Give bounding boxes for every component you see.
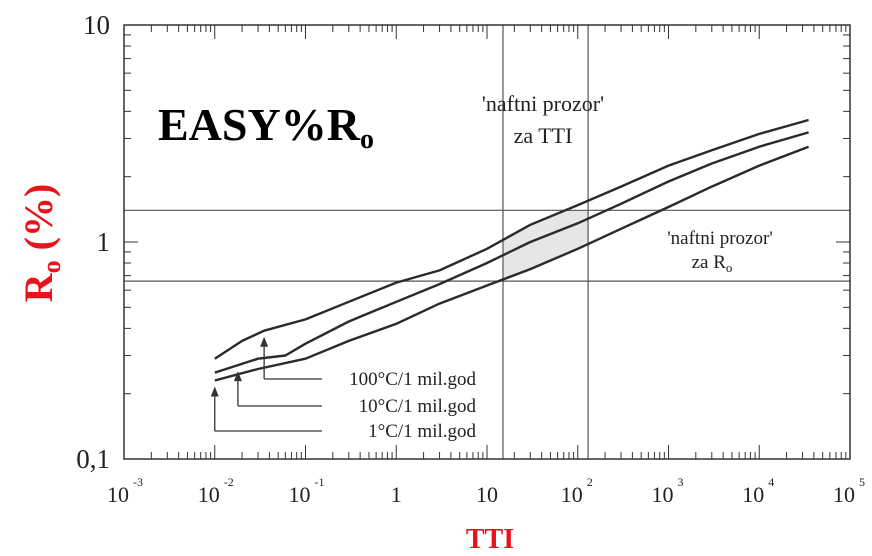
ro-window-label-line1: 'naftni prozor' (667, 228, 773, 249)
x-tick-label: 10 (742, 482, 764, 507)
x-tick-label-exponent: 2 (587, 475, 593, 489)
series-line-2 (214, 131, 809, 374)
ro-window-label-line2-subscript: o (726, 260, 733, 275)
data-series (214, 118, 810, 382)
y-axis-label-main: R (16, 272, 61, 302)
plot-frame (123, 24, 851, 460)
chart-title-subscript: o (360, 124, 374, 155)
legend-labels: 100°C/1 mil.god 10°C/1 mil.god 1°C/1 mil.g… (349, 369, 476, 442)
legend-leaders (210, 336, 322, 432)
x-tick-label: 10 (289, 482, 311, 507)
y-tick-label: 1 (97, 227, 111, 257)
legend-arrowhead-2 (233, 371, 242, 382)
x-tick-label-exponent: -3 (133, 475, 143, 489)
x-tick-label-exponent: 5 (859, 475, 865, 489)
tti-window-label-line2: za TTI (514, 123, 573, 148)
y-axis-label-subscript: o (37, 260, 66, 273)
x-tick-label: 10 (107, 482, 129, 507)
legend-label-1: 100°C/1 mil.god (349, 369, 476, 390)
x-tick-label-exponent: 3 (678, 475, 684, 489)
x-tick-label: 10 (198, 482, 220, 507)
legend-arrowhead-3 (210, 386, 219, 397)
x-tick-label: 10 (833, 482, 855, 507)
axis-ticks (123, 25, 850, 460)
legend-label-3: 1°C/1 mil.god (368, 421, 476, 442)
ro-window-label-line2-main: za R (692, 252, 727, 273)
y-tick-label: 10 (83, 10, 110, 40)
legend-label-2: 10°C/1 mil.god (359, 396, 477, 417)
x-tick-label: 1 (391, 482, 402, 507)
x-tick-label-exponent: -1 (315, 475, 325, 489)
y-axis-label-tail: (%) (16, 184, 61, 261)
y-axis-label: Ro (%) (16, 184, 66, 303)
x-tick-label: 10 (652, 482, 674, 507)
chart-title-main: EASY%R (158, 99, 361, 150)
tick-labels: 10 -3 10 -2 10 -1 1 10 10 2 10 3 10 4 10 5 0,1 1 10 (76, 10, 865, 507)
y-tick-label: 0,1 (76, 444, 110, 474)
ro-window-label-line2: za Ro (692, 252, 733, 275)
x-tick-label-exponent: -2 (224, 475, 234, 489)
legend-arrowhead-1 (260, 336, 269, 347)
x-tick-label: 10 (561, 482, 583, 507)
chart-title: EASY%Ro (158, 99, 374, 155)
tti-window-label-line1: 'naftni prozor' (482, 91, 604, 116)
series-line-1 (214, 118, 809, 360)
x-axis-label: TTI (466, 524, 514, 555)
x-tick-label: 10 (476, 482, 498, 507)
x-tick-label-exponent: 4 (768, 475, 774, 489)
series-line-3 (214, 145, 810, 382)
oil-window-lines (124, 25, 850, 459)
